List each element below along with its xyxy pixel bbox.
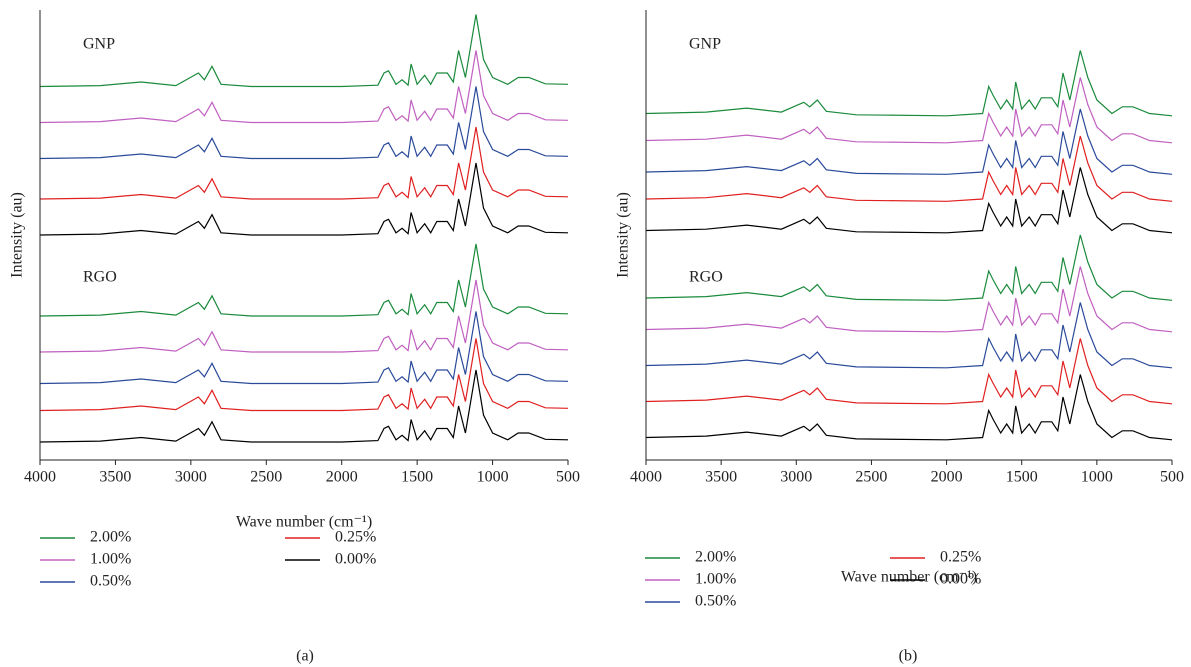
spectrum-line: [39, 126, 569, 200]
spectrum-line: [39, 162, 569, 236]
spectrum-line: [645, 77, 1173, 144]
legend-label: 0.00%: [335, 551, 376, 568]
spectrum-line: [645, 108, 1173, 175]
x-tick-label: 4000: [24, 469, 56, 486]
x-tick-label: 2500: [855, 469, 887, 486]
x-tick-label: 500: [1160, 469, 1184, 486]
x-tick-label: 2500: [250, 469, 282, 486]
spectrum-line: [39, 369, 569, 443]
x-tick-label: 3000: [780, 469, 812, 486]
spectrum-line: [39, 311, 569, 385]
legend-label: 0.25%: [335, 529, 376, 546]
spectrum-line: [39, 86, 569, 160]
legend-label: 2.00%: [90, 529, 131, 546]
spectrum-line: [645, 50, 1173, 117]
spectrum-line: [39, 279, 569, 353]
group-label: GNP: [689, 36, 721, 53]
spectrum-line: [645, 266, 1173, 333]
legend-label: 0.25%: [940, 549, 981, 566]
legend-label: 0.00%: [940, 571, 981, 588]
spectrum-line: [645, 338, 1173, 405]
spectrum-line: [39, 50, 569, 124]
spectrum-line: [39, 243, 569, 317]
legend-label: 0.50%: [90, 573, 131, 590]
spectrum-line: [645, 374, 1173, 441]
group-label: RGO: [83, 269, 117, 286]
x-tick-label: 1500: [1006, 469, 1038, 486]
panel-caption: (b): [899, 648, 918, 665]
x-tick-label: 1500: [401, 469, 433, 486]
x-tick-label: 2000: [326, 469, 358, 486]
spectrum-line: [645, 135, 1173, 202]
x-tick-label: 4000: [630, 469, 662, 486]
y-axis-label: Intensity (au): [615, 192, 632, 278]
x-axis-label: Wave number (cm⁻¹): [841, 569, 977, 586]
legend-label: 1.00%: [90, 551, 131, 568]
legend-label: 2.00%: [695, 549, 736, 566]
x-tick-label: 1000: [1081, 469, 1113, 486]
x-tick-label: 500: [556, 469, 580, 486]
panel-caption: (a): [296, 648, 314, 665]
legend-label: 0.50%: [695, 593, 736, 610]
y-axis-label: Intensity (au): [9, 192, 26, 278]
legend-label: 1.00%: [695, 571, 736, 588]
spectrum-line: [645, 302, 1173, 369]
group-label: RGO: [689, 269, 723, 286]
spectrum-line: [39, 338, 569, 412]
group-label: GNP: [83, 36, 115, 53]
x-tick-label: 3500: [99, 469, 131, 486]
spectrum-line: [645, 234, 1173, 301]
x-tick-label: 1000: [477, 469, 509, 486]
x-axis-label: Wave number (cm⁻¹): [236, 514, 372, 531]
x-tick-label: 3500: [705, 469, 737, 486]
spectrum-line: [39, 14, 569, 88]
x-tick-label: 2000: [931, 469, 963, 486]
spectrum-line: [645, 167, 1173, 234]
x-tick-label: 3000: [175, 469, 207, 486]
